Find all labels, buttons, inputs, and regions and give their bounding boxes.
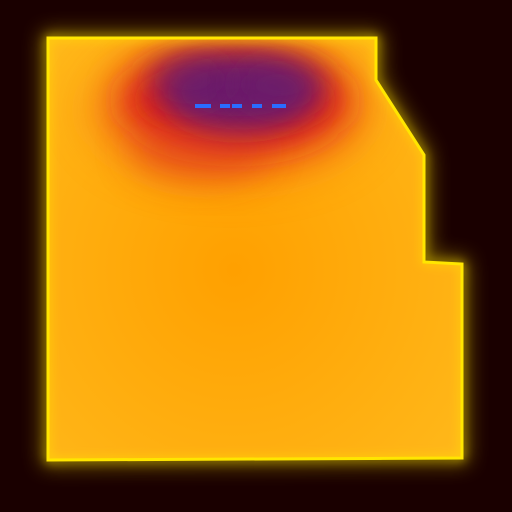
marker-line (195, 104, 286, 108)
region-border (46, 36, 464, 462)
marker-dash (272, 104, 286, 108)
marker-dash (252, 104, 262, 108)
hotspot-red-tail (130, 120, 270, 180)
marker-dash (220, 104, 230, 108)
marker-dash (195, 104, 211, 108)
marker-dash (232, 104, 242, 108)
hotspot-core-right (235, 60, 325, 110)
hotspot-core-left (150, 55, 230, 105)
hotspot (90, 40, 370, 180)
